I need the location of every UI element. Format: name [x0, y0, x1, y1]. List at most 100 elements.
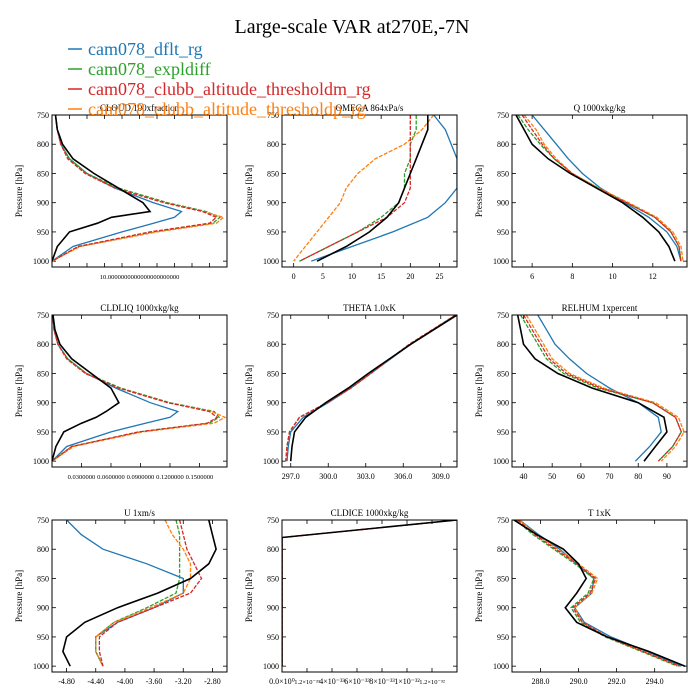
series-line-black	[52, 115, 152, 262]
x-tick-label: 294.0	[646, 677, 664, 686]
legend-label: cam078_clubb_altitude_thresholdm_rg	[88, 79, 371, 99]
series-line-red	[52, 115, 218, 262]
y-tick-label: 950	[497, 228, 509, 237]
x-tick-label: 288.0	[532, 677, 550, 686]
y-tick-label: 800	[37, 545, 49, 554]
y-tick-label: 1000	[33, 457, 49, 466]
y-axis-label: Pressure [hPa]	[474, 365, 484, 417]
y-tick-label: 750	[497, 111, 509, 120]
x-tick-label: -4.80	[58, 677, 75, 686]
series-line-orange	[523, 115, 684, 262]
y-tick-label: 850	[267, 369, 279, 378]
figure-title: Large-scale VAR at270E,-7N	[235, 16, 470, 38]
y-tick-label: 950	[267, 428, 279, 437]
x-tick-label: 8	[570, 272, 574, 281]
x-tick-label: -3.60	[146, 677, 163, 686]
x-tick-label: 10	[609, 272, 617, 281]
panel-frame	[51, 114, 228, 268]
x-tick-label: 10.0000000000000000000000	[100, 274, 180, 281]
y-tick-label: 850	[267, 574, 279, 583]
x-tick-label: 10	[348, 272, 356, 281]
x-tick-label: 1×10⁻³²	[394, 677, 420, 686]
panel-3: Q 1000xkg/kg Pressure [hPa] 750 800 850 900 95…	[474, 103, 688, 281]
y-tick-label: 800	[497, 140, 509, 149]
y-tick-label: 950	[497, 633, 509, 642]
x-tick-label: 5	[321, 272, 325, 281]
panel-1: CLOUD 100xfraction Pressure [hPa] 750 800 85…	[14, 103, 228, 281]
y-tick-label: 1000	[263, 257, 279, 266]
y-axis-label: Pressure [hPa]	[244, 570, 254, 622]
series-group	[516, 315, 685, 462]
x-tick-label: 4×10⁻³³	[319, 677, 345, 686]
series-line-red	[282, 520, 457, 667]
y-tick-label: 750	[267, 311, 279, 320]
series-line-blue	[531, 115, 682, 262]
series-group	[52, 315, 227, 462]
series-line-red	[52, 315, 219, 462]
panel-title: CLOUD 100xfraction	[100, 103, 180, 113]
x-tick-label: 0.0600000	[97, 474, 125, 481]
x-tick-label: 0.0×10⁰	[269, 677, 295, 686]
x-tick-label: 300.0	[319, 472, 337, 481]
panel-frame	[281, 114, 458, 268]
panel-title: RELHUM 1xpercent	[562, 303, 638, 313]
y-tick-label: 850	[37, 574, 49, 583]
series-group	[62, 520, 217, 667]
x-tick-label: 0.0300000	[68, 474, 96, 481]
x-tick-label: 309.0	[432, 472, 450, 481]
series-line-green	[520, 315, 683, 462]
series-line-orange	[293, 115, 435, 262]
panel-2: OMEGA 864xPa/s Pressure [hPa] 750 800 850 900…	[244, 103, 458, 281]
y-tick-label: 750	[267, 111, 279, 120]
panel-6: RELHUM 1xpercent Pressure [hPa] 750 800 850 9…	[474, 303, 688, 481]
x-tick-label: 80	[634, 472, 642, 481]
y-tick-label: 1000	[33, 662, 49, 671]
y-axis-label: Pressure [hPa]	[474, 570, 484, 622]
x-tick-label: 20	[406, 272, 414, 281]
y-tick-label: 900	[37, 199, 49, 208]
x-tick-label: 12	[649, 272, 657, 281]
x-tick-label: 6	[530, 272, 534, 281]
y-tick-label: 900	[267, 604, 279, 613]
y-axis-label: Pressure [hPa]	[474, 165, 484, 217]
panel-5: THETA 1.0xK Pressure [hPa] 750 800 850 900 950…	[244, 303, 458, 481]
x-tick-label: 292.0	[608, 677, 626, 686]
y-axis-label: Pressure [hPa]	[244, 165, 254, 217]
series-line-black	[62, 520, 217, 667]
x-tick-label: 15	[377, 272, 385, 281]
x-tick-label: 0.1500000	[186, 474, 214, 481]
y-tick-label: 900	[37, 604, 49, 613]
panel-frame	[511, 519, 688, 673]
y-tick-label: 950	[267, 228, 279, 237]
panel-frame	[511, 314, 688, 468]
series-line-orange	[282, 520, 457, 667]
y-tick-label: 800	[497, 545, 509, 554]
y-tick-label: 750	[267, 516, 279, 525]
x-tick-label: -2.80	[204, 677, 221, 686]
y-tick-label: 750	[497, 311, 509, 320]
y-tick-label: 850	[37, 369, 49, 378]
x-tick-label: 60	[577, 472, 585, 481]
y-tick-label: 950	[37, 633, 49, 642]
x-tick-label: 306.0	[394, 472, 412, 481]
x-tick-label: 70	[606, 472, 614, 481]
series-line-red	[522, 315, 683, 462]
y-tick-label: 900	[497, 199, 509, 208]
series-group	[282, 520, 457, 667]
series-line-green	[95, 520, 181, 667]
series-line-orange	[525, 315, 685, 462]
y-axis-label: Pressure [hPa]	[14, 365, 24, 417]
y-tick-label: 1000	[33, 257, 49, 266]
panel-frame	[511, 114, 688, 268]
y-tick-label: 950	[37, 228, 49, 237]
y-axis-label: Pressure [hPa]	[14, 165, 24, 217]
series-group	[52, 115, 225, 262]
y-tick-label: 950	[267, 633, 279, 642]
y-tick-label: 900	[267, 399, 279, 408]
series-group	[513, 520, 686, 667]
panel-7: U 1xm/s Pressure [hPa] 750 800 850 900 950 1000…	[14, 508, 228, 686]
series-line-orange	[95, 520, 192, 667]
series-line-green	[52, 315, 221, 462]
